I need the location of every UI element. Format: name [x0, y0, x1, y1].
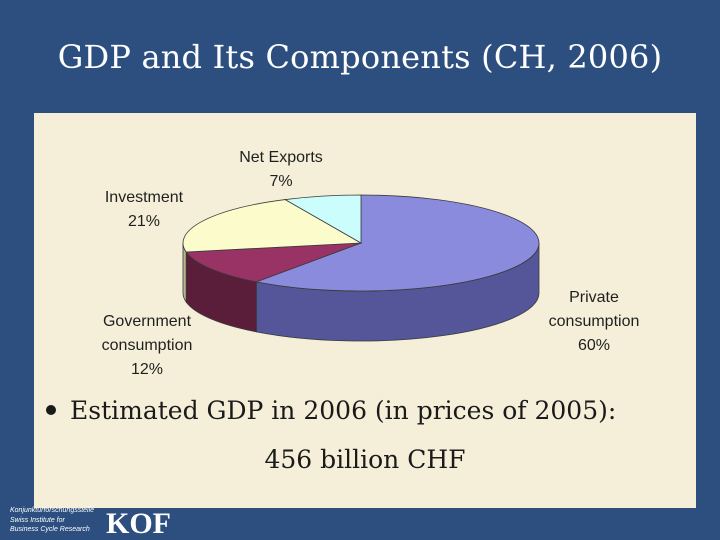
- pie-layer: [182, 194, 540, 342]
- bullet-icon: [46, 404, 56, 415]
- pct-private: 60%: [578, 337, 610, 354]
- label-investment: Investment: [105, 189, 184, 206]
- pct-government: 12%: [131, 361, 163, 378]
- label-government-2: consumption: [102, 337, 193, 354]
- label-private-2: consumption: [549, 313, 640, 330]
- pct-investment: 21%: [128, 213, 160, 230]
- pct-net-exports: 7%: [269, 173, 292, 190]
- net-exports-slice: [283, 194, 362, 244]
- footer-institute: Konjunkturforschungsstelle Swiss Institu…: [10, 506, 120, 535]
- footer-line-1: Konjunkturforschungsstelle: [10, 507, 95, 514]
- government-consumption-slice: [185, 242, 362, 283]
- footer-line-3: Business Cycle Research: [10, 526, 90, 533]
- label-private-1: Private: [569, 289, 619, 306]
- bullet-gdp-value: 456 billion CHF: [264, 445, 466, 474]
- label-government-1: Government: [103, 313, 192, 330]
- footer-line-2: Swiss Institute for: [10, 516, 65, 524]
- label-net-exports: Net Exports: [239, 149, 323, 166]
- kof-logo: KOF: [106, 507, 171, 540]
- investment-slice: [182, 199, 363, 253]
- slide-title: GDP and Its Components (CH, 2006): [57, 38, 663, 76]
- bullet-text-1: Estimated GDP in 2006 (in prices of 2005…: [70, 396, 617, 425]
- bullet-gdp-estimate: Estimated GDP in 2006 (in prices of 2005…: [46, 396, 706, 425]
- private-consumption-slice: [254, 194, 540, 292]
